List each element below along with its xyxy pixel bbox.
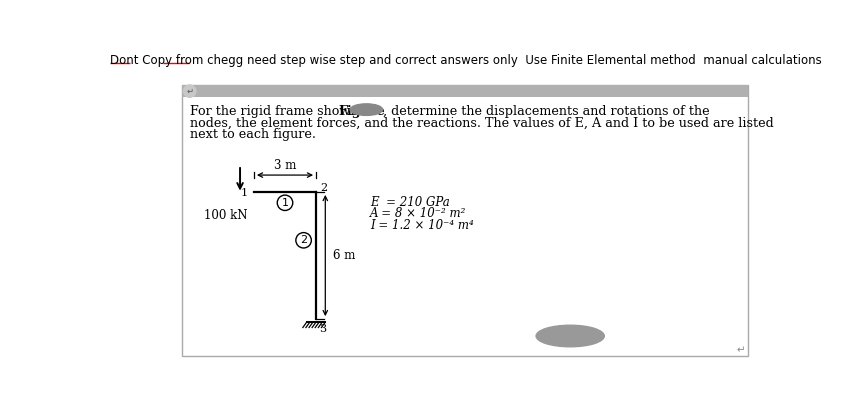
Text: ↵: ↵	[186, 86, 195, 96]
Text: 6 m: 6 m	[333, 249, 355, 262]
Circle shape	[277, 195, 293, 211]
Text: 100 kN: 100 kN	[204, 209, 247, 222]
Bar	[182, 85, 747, 356]
Text: 1: 1	[241, 188, 247, 198]
Text: next to each figure.: next to each figure.	[189, 128, 316, 141]
Circle shape	[295, 233, 311, 248]
Text: I = 1.2 × 10⁻⁴ m⁴: I = 1.2 × 10⁻⁴ m⁴	[370, 219, 473, 232]
Text: A = 8 × 10⁻² m²: A = 8 × 10⁻² m²	[370, 207, 466, 221]
Circle shape	[183, 85, 195, 97]
Text: 2: 2	[299, 235, 307, 245]
Text: nodes, the element forces, and the reactions. The values of E, A and I to be use: nodes, the element forces, and the react…	[189, 116, 773, 130]
Ellipse shape	[536, 325, 604, 347]
Ellipse shape	[350, 104, 382, 115]
Text: E  = 210 GPa: E = 210 GPa	[370, 196, 450, 209]
Text: , determine the displacements and rotations of the: , determine the displacements and rotati…	[383, 105, 709, 118]
Text: 1: 1	[281, 198, 288, 208]
Text: ↵: ↵	[186, 87, 193, 96]
Text: 3 m: 3 m	[274, 159, 296, 172]
Bar	[182, 85, 747, 97]
Text: 2: 2	[320, 183, 327, 193]
Text: For the rigid frame shown in: For the rigid frame shown in	[189, 105, 378, 118]
Text: ↵: ↵	[735, 345, 744, 355]
Text: Dont Copy from chegg need step wise step and correct answers only  Use Finite El: Dont Copy from chegg need step wise step…	[110, 54, 821, 67]
Text: Figure: Figure	[338, 105, 385, 118]
Text: 3: 3	[319, 325, 326, 335]
